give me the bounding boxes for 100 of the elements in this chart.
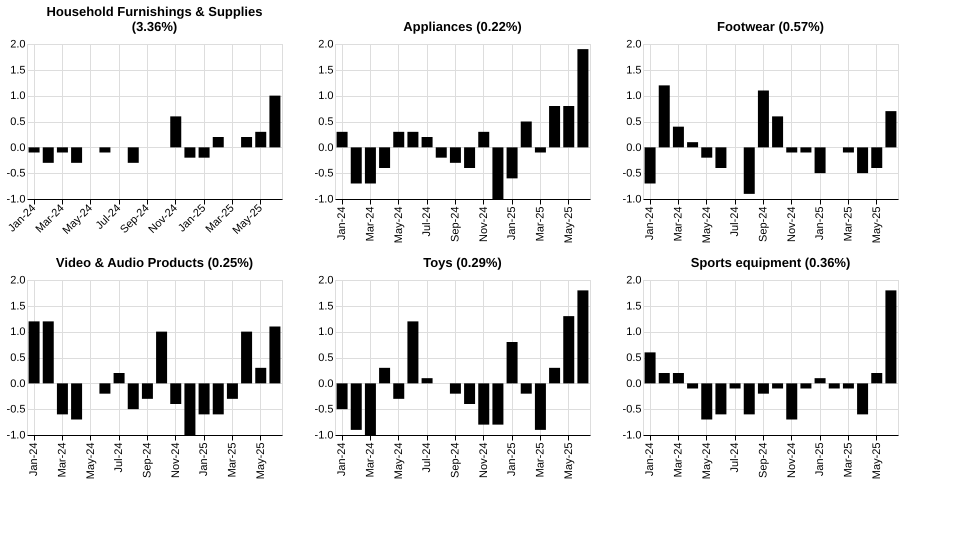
y-tick-label: -1.0 [622, 194, 642, 206]
y-tick-label: 0.5 [318, 352, 334, 364]
y-tick-label: 1.5 [318, 300, 334, 312]
x-tick-label: Sep-24 [449, 442, 462, 478]
y-tick-label: -0.5 [314, 168, 334, 180]
bar [464, 147, 476, 168]
y-tick-label: 0.0 [10, 378, 26, 390]
y-tick-label: 1.0 [318, 90, 334, 102]
x-tick-label: Nov-24 [786, 442, 798, 478]
bar [658, 85, 670, 148]
bar [549, 368, 560, 384]
y-tick-label: -1.0 [622, 430, 642, 442]
y-tick-label: 1.0 [10, 326, 26, 338]
bar [56, 147, 68, 152]
bar [506, 147, 518, 178]
bar [99, 383, 110, 394]
x-tick-label: May-24 [700, 442, 713, 480]
bar [350, 383, 362, 430]
bar [744, 383, 755, 414]
chart-title: Sports equipment (0.36%) [690, 255, 850, 270]
x-tick-label: Nov-24 [786, 206, 798, 242]
bar [744, 147, 755, 194]
x-tick-label: Mar-25 [842, 206, 854, 242]
y-tick-label: 2.0 [626, 38, 642, 50]
bar [885, 290, 896, 384]
bar [422, 378, 433, 384]
x-tick-label: Jan-25 [814, 206, 826, 240]
bar [269, 326, 280, 384]
bar [450, 147, 461, 163]
y-tick-label: 1.5 [626, 300, 642, 312]
bar [520, 122, 532, 148]
y-tick-label: 2.0 [318, 274, 334, 286]
bar [687, 383, 698, 388]
bar [871, 373, 882, 384]
bar [520, 383, 532, 394]
chart-title: Appliances (0.22%) [403, 19, 522, 34]
bar [156, 332, 168, 384]
bar [800, 147, 812, 152]
bar [534, 383, 546, 430]
x-tick-label: Mar-25 [842, 442, 854, 478]
y-tick-label: 1.5 [10, 300, 26, 312]
y-tick-label: 1.5 [626, 64, 642, 76]
y-tick-label: -0.5 [622, 168, 642, 180]
y-tick-label: 0.0 [10, 142, 26, 154]
x-tick-label: Jan-24 [644, 206, 656, 240]
x-tick-label: Nov-24 [478, 442, 490, 478]
bar [506, 342, 518, 384]
bar [786, 147, 798, 152]
y-tick-label: 0.5 [626, 116, 642, 128]
bar [644, 147, 656, 184]
x-tick-label: Jul-24 [113, 442, 126, 472]
y-tick-label: -1.0 [6, 430, 26, 442]
bar [758, 383, 769, 394]
x-tick-label: Jan-25 [198, 442, 210, 476]
x-tick-label: Mar-25 [534, 206, 546, 242]
bar [786, 383, 798, 420]
x-tick-label: Sep-24 [757, 206, 770, 242]
bar [28, 147, 40, 152]
y-tick-label: -0.5 [314, 404, 334, 416]
bar [772, 383, 784, 388]
y-tick-label: 0.5 [10, 352, 26, 364]
bar [336, 383, 348, 410]
bar [687, 142, 698, 148]
bar [730, 383, 741, 388]
x-tick-label: Jul-24 [421, 442, 434, 472]
bar [212, 137, 224, 148]
y-tick-label: -0.5 [622, 404, 642, 416]
y-tick-label: 1.0 [318, 326, 334, 338]
bar [577, 290, 588, 384]
bar [885, 111, 896, 148]
x-tick-label: May-24 [84, 442, 97, 480]
bar [828, 383, 840, 388]
bar [184, 147, 196, 158]
bar [549, 106, 560, 148]
bar [478, 132, 490, 148]
y-tick-label: -1.0 [314, 430, 334, 442]
bar [336, 132, 348, 148]
x-tick-label: May-25 [870, 442, 883, 480]
x-tick-label: Jan-25 [506, 206, 518, 240]
bar [701, 147, 712, 158]
y-tick-label: 0.5 [318, 116, 334, 128]
bar [42, 321, 54, 384]
x-tick-label: Nov-24 [170, 442, 182, 478]
x-tick-label: Jul-24 [729, 206, 742, 236]
bar [772, 116, 784, 148]
y-tick-label: 2.0 [10, 274, 26, 286]
y-tick-label: -0.5 [6, 168, 26, 180]
x-tick-label: Sep-24 [449, 206, 462, 242]
bar [379, 368, 390, 384]
x-tick-label: Sep-24 [757, 442, 770, 478]
bar [379, 147, 390, 168]
bar [758, 90, 769, 148]
bar [450, 383, 461, 394]
x-tick-label: Mar-24 [364, 442, 376, 478]
chart-title: Household Furnishings & Supplies (3.36%) [46, 4, 262, 34]
bar [672, 373, 684, 384]
bar [842, 147, 854, 152]
bar [71, 383, 82, 420]
bar [715, 147, 726, 168]
bar [170, 116, 182, 148]
